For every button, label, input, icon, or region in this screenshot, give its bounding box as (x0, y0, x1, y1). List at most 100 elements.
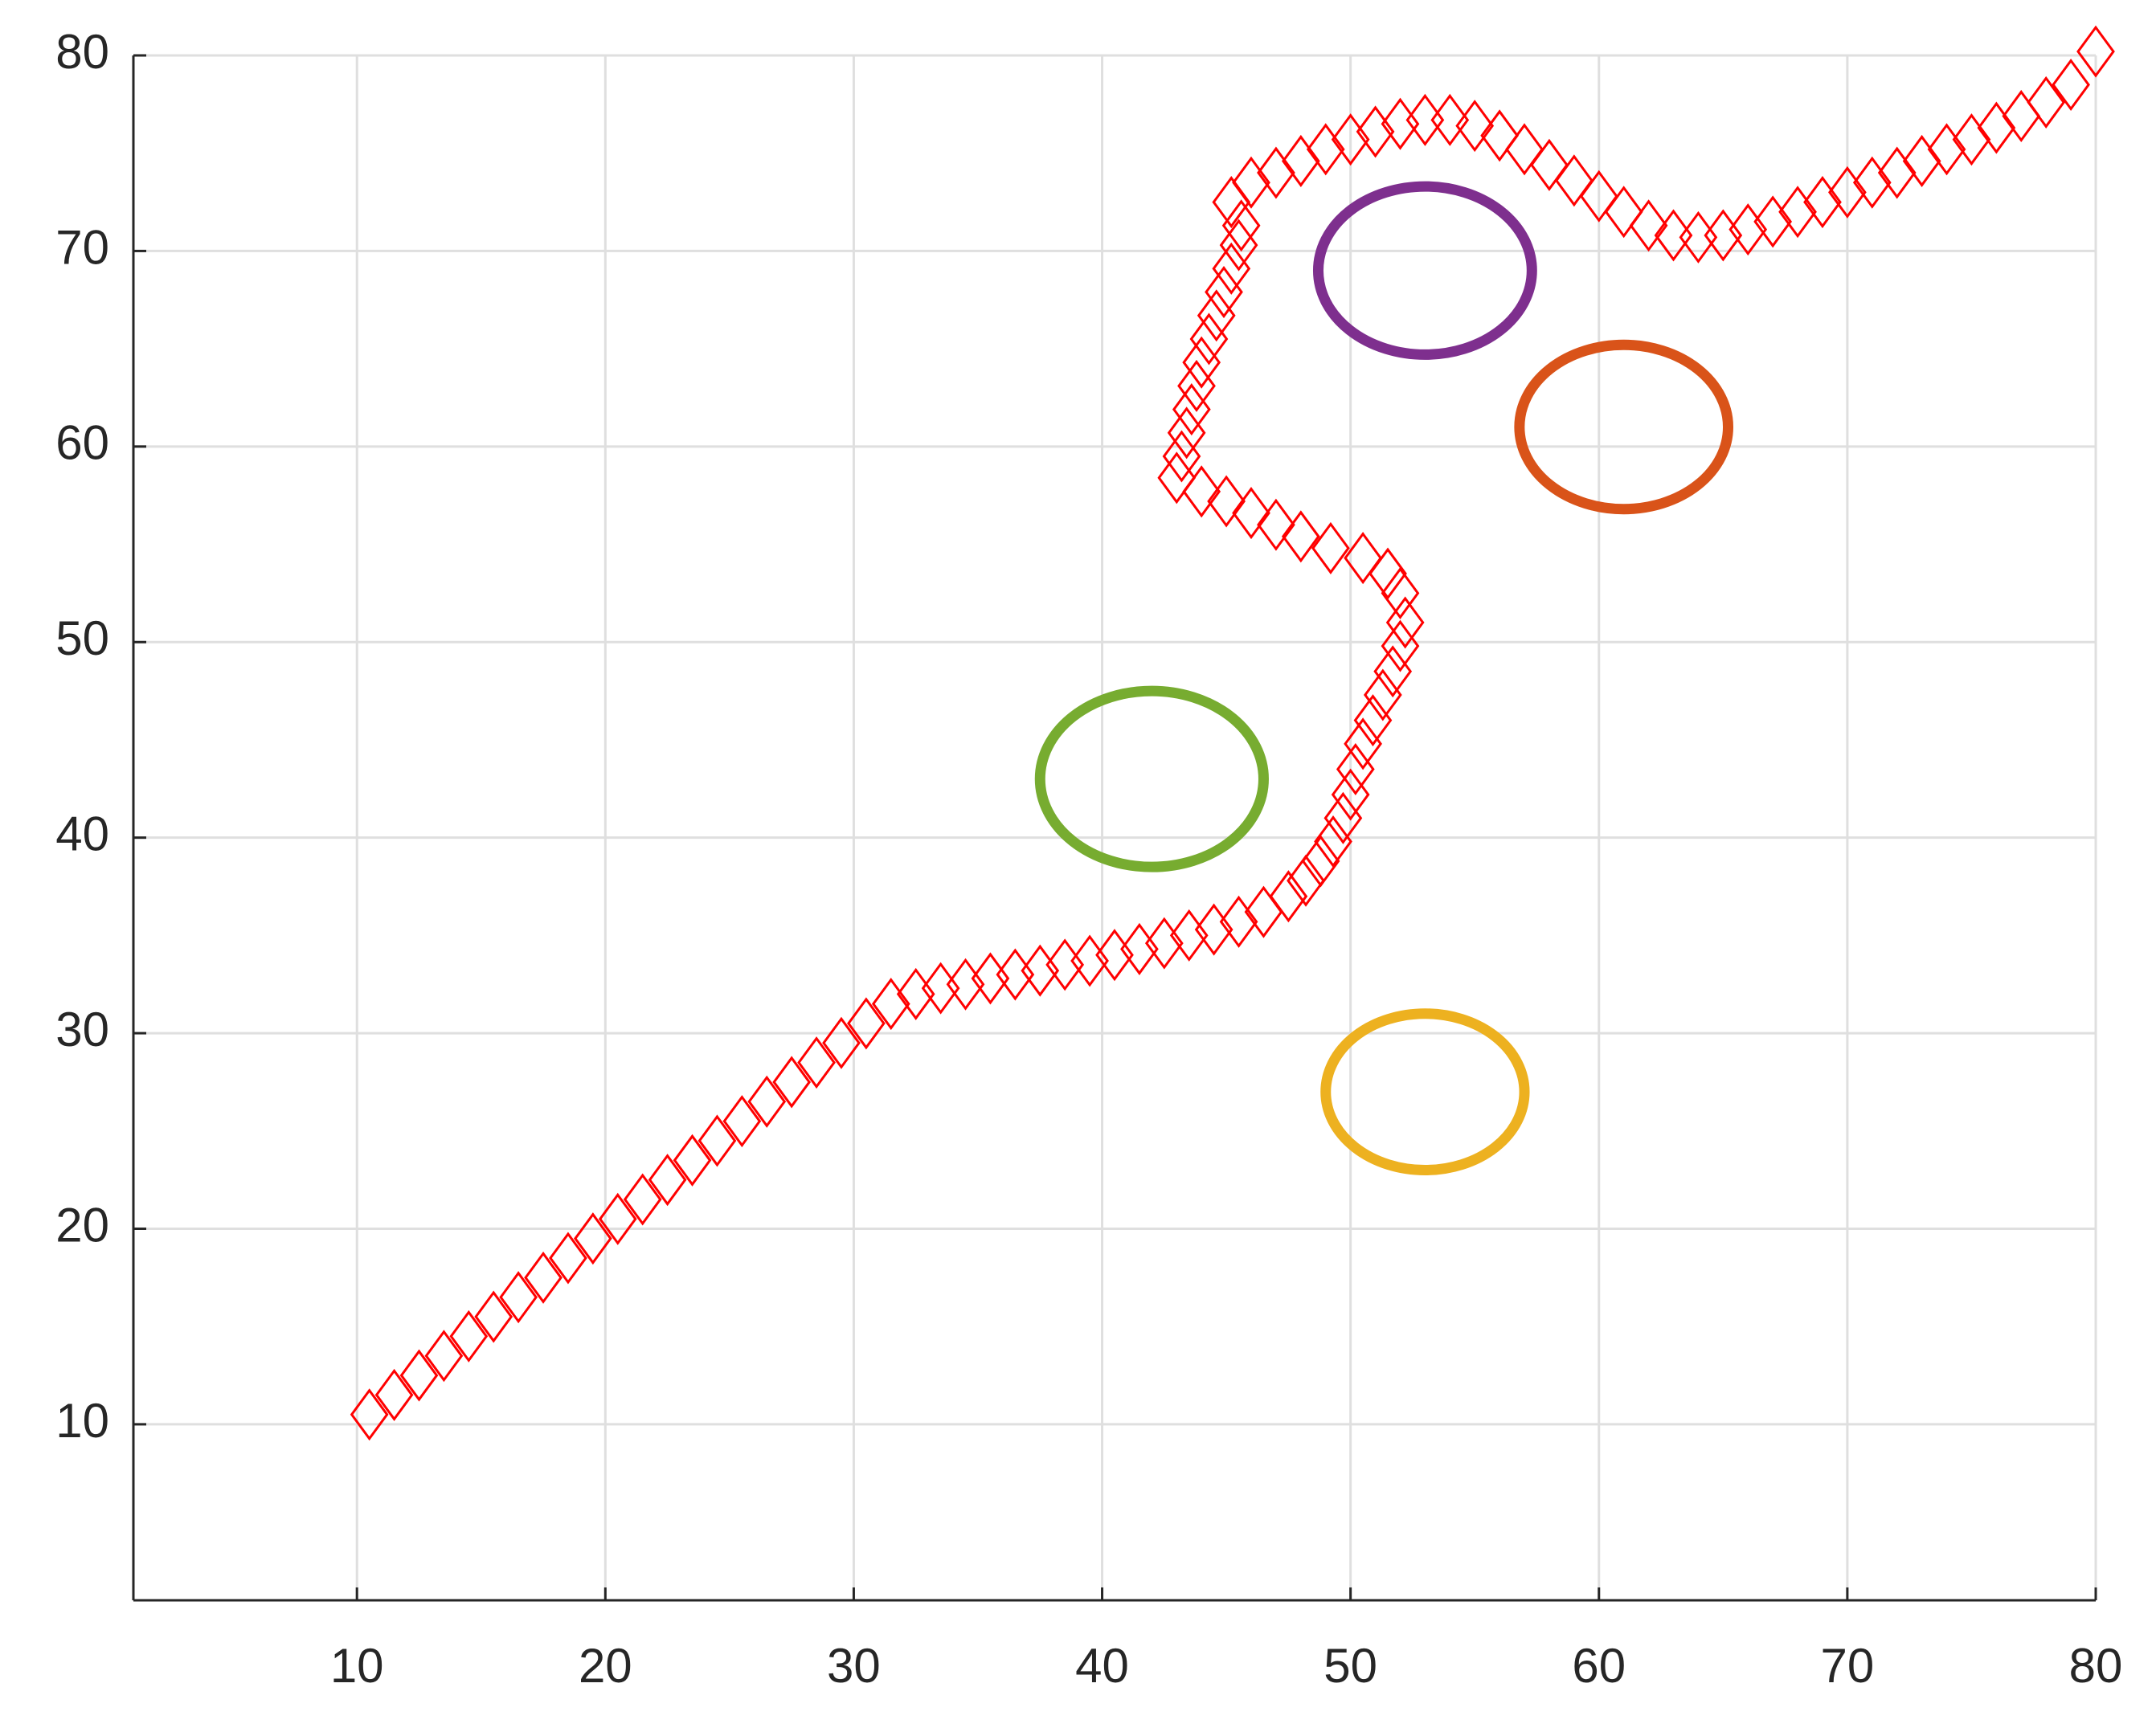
path-point (1480, 109, 1519, 162)
path-point (1363, 668, 1402, 721)
path-point (1281, 134, 1320, 187)
path-point (474, 1290, 513, 1343)
path-point (1952, 113, 1991, 166)
path-point (1281, 510, 1320, 563)
y-tick-label: 30 (55, 1003, 109, 1056)
path-point (1852, 156, 1892, 209)
path-point (797, 1036, 836, 1089)
x-tick-label: 50 (1323, 1639, 1377, 1693)
path-point (1344, 532, 1382, 585)
y-tick-label: 10 (55, 1394, 109, 1448)
path-point (971, 952, 1010, 1005)
path-point (1381, 97, 1420, 150)
path-point (1306, 123, 1345, 176)
y-tick-label: 80 (55, 25, 109, 79)
x-tick-label: 10 (330, 1639, 384, 1693)
path-point (1232, 156, 1270, 209)
path-point (1169, 909, 1209, 962)
path-point (2027, 76, 2066, 129)
path-point (648, 1154, 687, 1207)
y-tick-label: 20 (55, 1198, 109, 1252)
x-tick-label: 30 (827, 1639, 881, 1693)
path-point (1314, 815, 1352, 868)
path-point (1344, 717, 1382, 770)
path-point (1194, 903, 1233, 956)
path-point (1182, 336, 1221, 389)
path-point (1232, 487, 1270, 540)
path-point (1654, 209, 1693, 262)
path-point (1197, 289, 1236, 342)
path-point (1172, 383, 1211, 436)
path-point (1353, 694, 1393, 747)
path-point (399, 1349, 439, 1402)
path-point (1530, 138, 1569, 191)
path-point (1368, 547, 1407, 600)
path-point (1877, 146, 1917, 199)
path-point (1331, 113, 1370, 166)
path-point (747, 1075, 787, 1128)
path-point (350, 1388, 389, 1441)
path-point (1430, 93, 1470, 146)
path-point (1555, 154, 1593, 207)
path-point (623, 1173, 662, 1226)
path-point (449, 1309, 489, 1363)
path-point (424, 1330, 464, 1383)
path-point (598, 1192, 637, 1245)
path-point (1144, 917, 1184, 970)
path-point (1629, 199, 1668, 252)
path-point (1679, 210, 1718, 264)
obstacle-circle (1312, 181, 1537, 360)
path-point (1455, 100, 1495, 153)
y-tick-label: 70 (55, 220, 109, 274)
path-point (1311, 521, 1350, 574)
obstacle-circle (1514, 339, 1734, 515)
path-point (1157, 451, 1197, 505)
path-point (1021, 944, 1060, 997)
path-point (996, 948, 1035, 1001)
path-point (1269, 870, 1308, 923)
path-point (1189, 313, 1229, 366)
path-point (1177, 359, 1216, 412)
path-point (673, 1134, 712, 1187)
path-point (2052, 58, 2090, 112)
path-point (499, 1271, 538, 1324)
path-point (1803, 176, 1842, 229)
path-point (1219, 895, 1258, 948)
path-point (1385, 596, 1425, 649)
path-point (1212, 176, 1251, 229)
path-point (1045, 938, 1085, 991)
path-point (549, 1232, 587, 1285)
path-point (1902, 134, 1941, 187)
path-point (698, 1114, 737, 1167)
path-point (1728, 203, 1768, 256)
path-point (722, 1095, 762, 1148)
path-point (2076, 25, 2115, 78)
path-point (1221, 199, 1261, 252)
obstacle-circle (1320, 1008, 1530, 1175)
path-point (1120, 922, 1159, 975)
path-point (1778, 186, 1817, 239)
path-point (1207, 475, 1246, 528)
x-tick-label: 40 (1075, 1639, 1129, 1693)
path-point (1331, 768, 1370, 821)
x-tick-label: 60 (1572, 1639, 1626, 1693)
x-tick-label: 70 (1821, 1639, 1875, 1693)
path-point (1373, 645, 1413, 698)
path-point (946, 958, 985, 1011)
path-point (1323, 791, 1363, 844)
y-tick-label: 40 (55, 807, 109, 861)
path-point (1257, 498, 1295, 551)
path-point (1287, 854, 1325, 907)
path-point (847, 997, 886, 1050)
path-point (1162, 430, 1201, 483)
path-point (1927, 123, 1966, 176)
path-point (1257, 146, 1295, 199)
x-tick-label: 20 (579, 1639, 632, 1693)
path-point (921, 962, 960, 1015)
obstacle-circle (1034, 685, 1269, 872)
path-point (1356, 105, 1395, 158)
path-point (524, 1251, 563, 1304)
x-tick-label: 80 (2069, 1639, 2123, 1693)
